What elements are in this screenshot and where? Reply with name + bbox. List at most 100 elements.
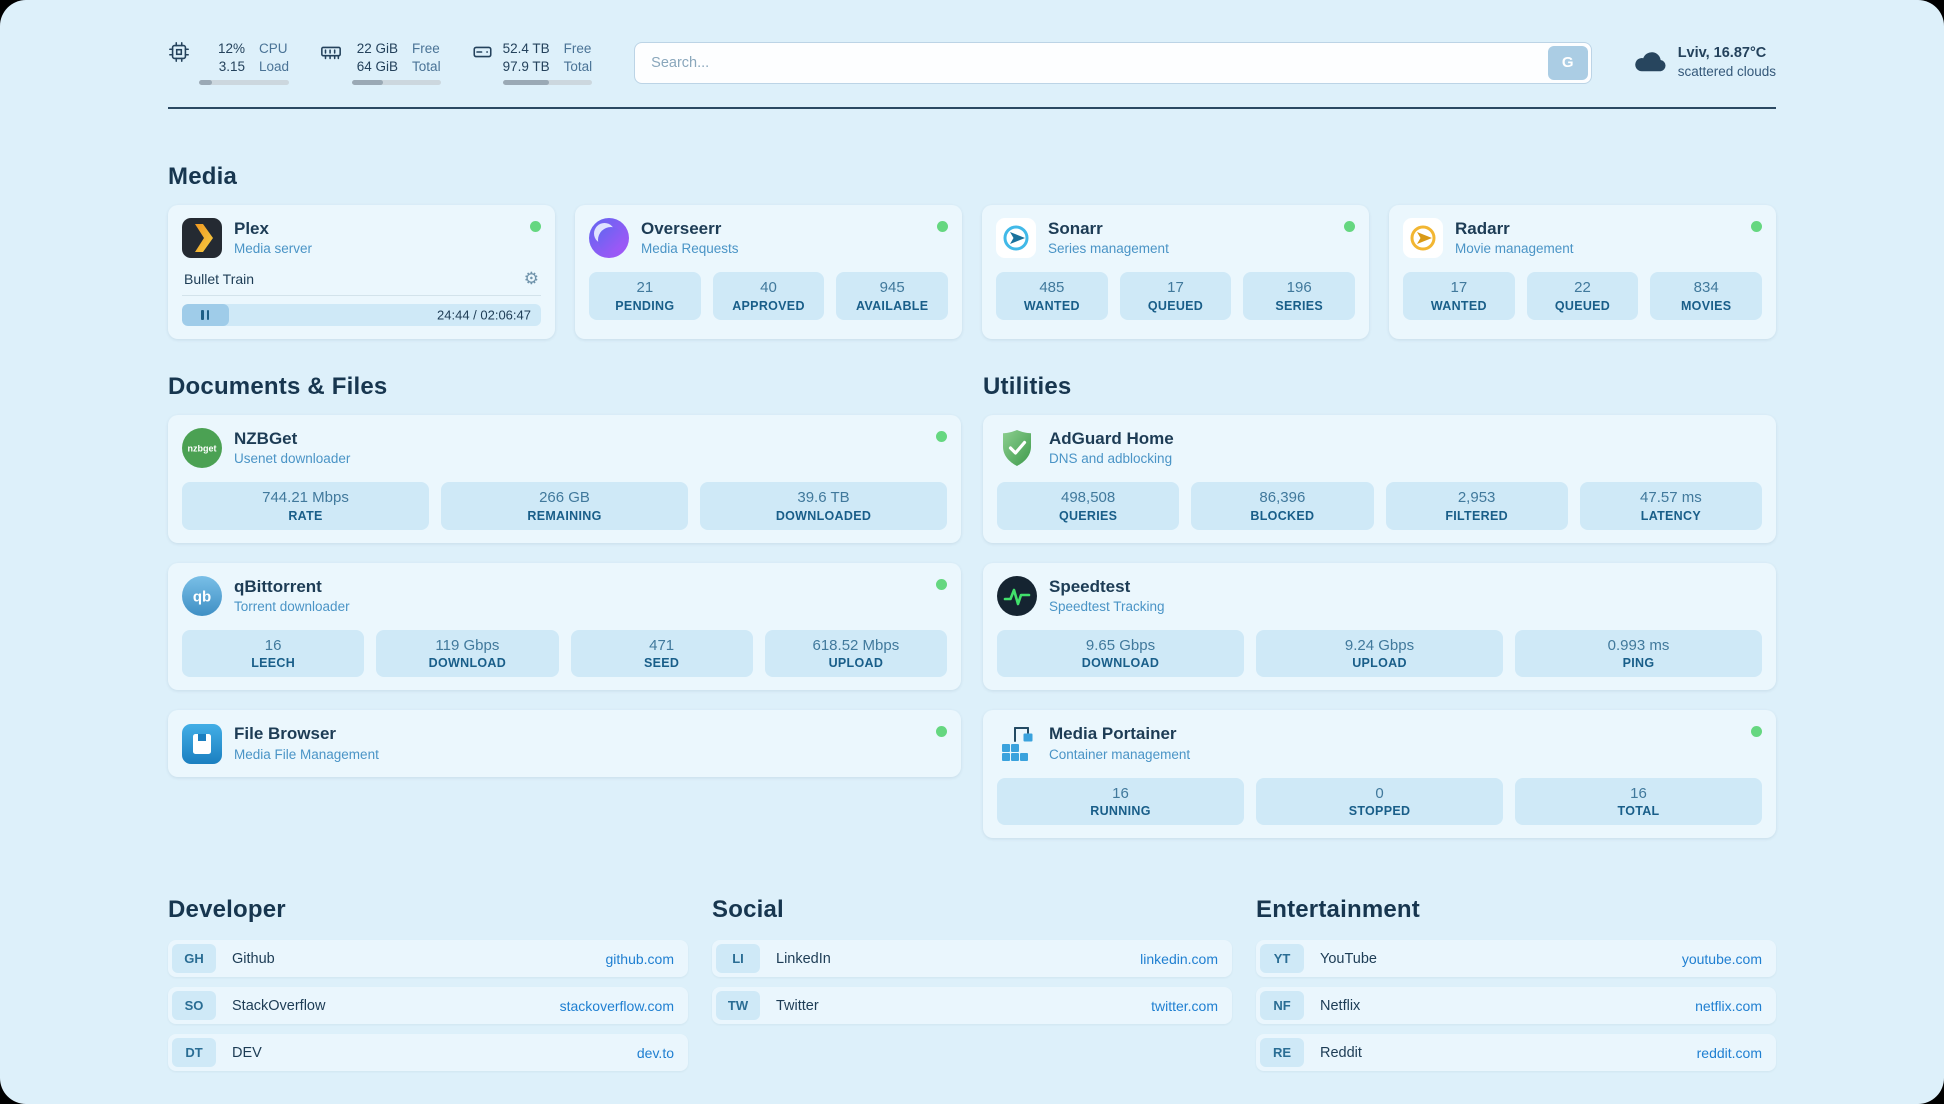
adguard-card[interactable]: AdGuard Home DNS and adblocking 498,508 … bbox=[983, 415, 1776, 543]
portainer-card[interactable]: Media Portainer Container management 16 … bbox=[983, 710, 1776, 839]
stat-box: 47.57 ms LATENCY bbox=[1579, 482, 1762, 530]
stat-box: 266 GB REMAINING bbox=[441, 482, 688, 530]
cloud-icon bbox=[1632, 45, 1668, 80]
cpu-icon bbox=[168, 41, 190, 85]
stat-box: 40 APPROVED bbox=[712, 272, 825, 320]
playback-time: 24:44 / 02:06:47 bbox=[437, 307, 531, 323]
stat-box: 618.52 Mbps UPLOAD bbox=[764, 629, 947, 678]
developer-group: Developer GH Github github.com SO StackO… bbox=[168, 896, 688, 1072]
qbittorrent-subtitle: Torrent downloader bbox=[234, 599, 350, 615]
plex-card[interactable]: Plex Media server Bullet Train ⚙ 24:44 /… bbox=[168, 205, 555, 340]
filebrowser-icon bbox=[182, 723, 222, 764]
memory-metric: 22 GiB 64 GiB Free Total bbox=[319, 40, 441, 86]
media-section: Media Plex bbox=[168, 163, 1776, 340]
overseerr-icon bbox=[589, 218, 629, 259]
netflix-abbr-icon: NF bbox=[1260, 991, 1304, 1021]
status-dot bbox=[937, 221, 948, 233]
speedtest-title: Speedtest bbox=[1049, 576, 1131, 596]
radarr-card[interactable]: Radarr Movie management 17 WANTED 22 QUE… bbox=[1389, 205, 1776, 340]
status-dot bbox=[530, 221, 541, 233]
memory-label-2: Total bbox=[412, 58, 441, 74]
sonarr-icon bbox=[996, 218, 1036, 259]
sonarr-title: Sonarr bbox=[1048, 219, 1103, 239]
playback-progress-bar[interactable]: 24:44 / 02:06:47 bbox=[182, 304, 541, 327]
developer-group-title: Developer bbox=[168, 896, 286, 924]
stat-box: 16 LEECH bbox=[182, 629, 365, 678]
status-dot bbox=[1751, 221, 1762, 233]
memory-progress-bar bbox=[352, 80, 441, 86]
weather-widget: Lviv, 16.87°C scattered clouds bbox=[1632, 44, 1776, 82]
memory-label-1: Free bbox=[412, 41, 440, 56]
adguard-icon bbox=[997, 428, 1037, 468]
stat-box: 39.6 TB DOWNLOADED bbox=[700, 482, 947, 530]
filebrowser-title: File Browser bbox=[234, 724, 337, 744]
filebrowser-card[interactable]: File Browser Media File Management bbox=[168, 710, 961, 777]
now-playing-row: Bullet Train ⚙ bbox=[182, 268, 541, 297]
stat-box: 119 Gbps DOWNLOAD bbox=[376, 629, 559, 678]
twitter-abbr-icon: TW bbox=[716, 991, 760, 1021]
stat-box: 86,396 BLOCKED bbox=[1191, 482, 1374, 530]
utilities-section-title: Utilities bbox=[983, 373, 1072, 401]
stat-box: 22 QUEUED bbox=[1526, 272, 1639, 320]
qbittorrent-title: qBittorrent bbox=[234, 576, 322, 596]
settings-gear-icon[interactable]: ⚙ bbox=[523, 269, 539, 289]
youtube-abbr-icon: YT bbox=[1260, 944, 1304, 974]
topbar: 12% 3.15 CPU Load bbox=[168, 40, 1776, 86]
bookmark-linkedin[interactable]: LI LinkedIn linkedin.com bbox=[712, 940, 1232, 978]
bookmark-github[interactable]: GH Github github.com bbox=[168, 940, 688, 978]
disk-metric: 52.4 TB 97.9 TB Free Total bbox=[471, 40, 593, 86]
disk-icon bbox=[471, 41, 494, 85]
overseerr-subtitle: Media Requests bbox=[641, 241, 739, 257]
stackoverflow-abbr-icon: SO bbox=[172, 991, 216, 1021]
stat-box: 196 SERIES bbox=[1243, 272, 1356, 320]
search-input[interactable] bbox=[634, 41, 1592, 84]
status-dot bbox=[936, 431, 947, 443]
overseerr-card[interactable]: Overseerr Media Requests 21 PENDING 40 A… bbox=[575, 205, 962, 340]
plex-title: Plex bbox=[234, 219, 269, 239]
disk-label-1: Free bbox=[563, 41, 592, 56]
pause-icon bbox=[201, 310, 204, 321]
bookmark-twitter[interactable]: TW Twitter twitter.com bbox=[712, 987, 1232, 1025]
nzbget-subtitle: Usenet downloader bbox=[234, 451, 351, 467]
cpu-metric: 12% 3.15 CPU Load bbox=[168, 40, 290, 86]
speedtest-card[interactable]: Speedtest Speedtest Tracking 9.65 Gbps D… bbox=[983, 562, 1776, 691]
bookmark-stackoverflow[interactable]: SO StackOverflow stackoverflow.com bbox=[168, 987, 688, 1025]
memory-free-value: 22 GiB bbox=[356, 41, 399, 56]
cpu-progress-bar bbox=[199, 80, 290, 86]
search-provider-button[interactable]: G bbox=[1547, 45, 1588, 80]
stat-box: 16 RUNNING bbox=[997, 777, 1244, 826]
status-dot bbox=[1751, 726, 1762, 738]
entertainment-group-title: Entertainment bbox=[1256, 896, 1420, 924]
filebrowser-subtitle: Media File Management bbox=[234, 746, 379, 762]
status-dot bbox=[936, 726, 947, 738]
bookmark-netflix[interactable]: NF Netflix netflix.com bbox=[1256, 987, 1776, 1025]
bookmark-youtube[interactable]: YT YouTube youtube.com bbox=[1256, 940, 1776, 978]
cpu-value-percent: 12% bbox=[217, 41, 245, 56]
cpu-label-2: Load bbox=[259, 58, 290, 74]
portainer-title: Media Portainer bbox=[1049, 724, 1177, 744]
overseerr-title: Overseerr bbox=[641, 219, 722, 239]
stat-box: 0.993 ms PING bbox=[1515, 629, 1762, 678]
utilities-section: Utilities bbox=[983, 373, 1776, 839]
qbittorrent-card[interactable]: qb qBittorrent Torrent downloader 16 LEE… bbox=[168, 562, 961, 691]
nzbget-card[interactable]: nzbget NZBGet Usenet downloader 744.21 M… bbox=[168, 415, 961, 543]
stat-box: 744.21 Mbps RATE bbox=[182, 482, 429, 530]
radarr-title: Radarr bbox=[1455, 219, 1510, 239]
cpu-label-1: CPU bbox=[259, 41, 288, 56]
cpu-value-load: 3.15 bbox=[218, 58, 245, 74]
stat-box: 498,508 QUERIES bbox=[997, 482, 1180, 530]
reddit-abbr-icon: RE bbox=[1260, 1038, 1304, 1068]
plex-icon bbox=[182, 218, 222, 259]
stat-box: 9.24 Gbps UPLOAD bbox=[1256, 629, 1503, 678]
bookmark-dev[interactable]: DT DEV dev.to bbox=[168, 1034, 688, 1072]
documents-section: Documents & Files nzbget NZBGet U bbox=[168, 373, 961, 777]
linkedin-abbr-icon: LI bbox=[716, 944, 760, 974]
stat-box: 21 PENDING bbox=[589, 272, 701, 320]
disk-total-value: 97.9 TB bbox=[502, 58, 550, 74]
adguard-title: AdGuard Home bbox=[1049, 429, 1174, 449]
status-dot bbox=[1344, 221, 1355, 233]
bookmark-reddit[interactable]: RE Reddit reddit.com bbox=[1256, 1034, 1776, 1072]
sonarr-card[interactable]: Sonarr Series management 485 WANTED 17 Q… bbox=[982, 205, 1369, 340]
disk-label-2: Total bbox=[563, 58, 593, 74]
